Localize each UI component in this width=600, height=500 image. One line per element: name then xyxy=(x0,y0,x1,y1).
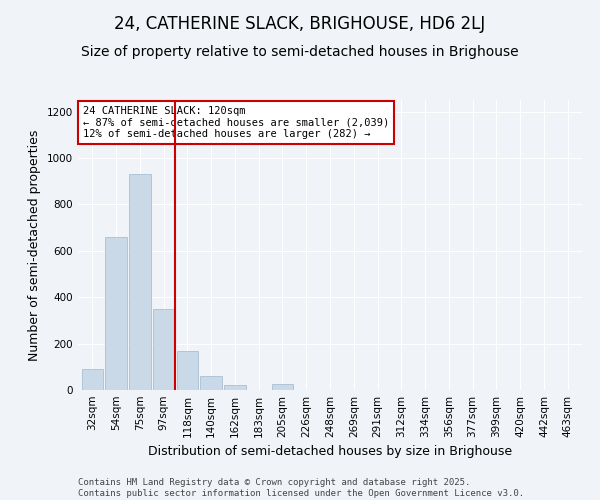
Bar xyxy=(153,309,174,390)
Bar xyxy=(82,369,103,390)
Bar xyxy=(224,386,245,390)
Y-axis label: Number of semi-detached properties: Number of semi-detached properties xyxy=(28,130,41,360)
Text: Contains HM Land Registry data © Crown copyright and database right 2025.
Contai: Contains HM Land Registry data © Crown c… xyxy=(78,478,524,498)
Bar xyxy=(129,174,151,390)
X-axis label: Distribution of semi-detached houses by size in Brighouse: Distribution of semi-detached houses by … xyxy=(148,446,512,458)
Bar xyxy=(176,350,198,390)
Text: 24, CATHERINE SLACK, BRIGHOUSE, HD6 2LJ: 24, CATHERINE SLACK, BRIGHOUSE, HD6 2LJ xyxy=(115,15,485,33)
Bar xyxy=(200,376,222,390)
Text: 24 CATHERINE SLACK: 120sqm
← 87% of semi-detached houses are smaller (2,039)
12%: 24 CATHERINE SLACK: 120sqm ← 87% of semi… xyxy=(83,106,389,139)
Bar xyxy=(106,237,127,390)
Bar xyxy=(272,384,293,390)
Text: Size of property relative to semi-detached houses in Brighouse: Size of property relative to semi-detach… xyxy=(81,45,519,59)
